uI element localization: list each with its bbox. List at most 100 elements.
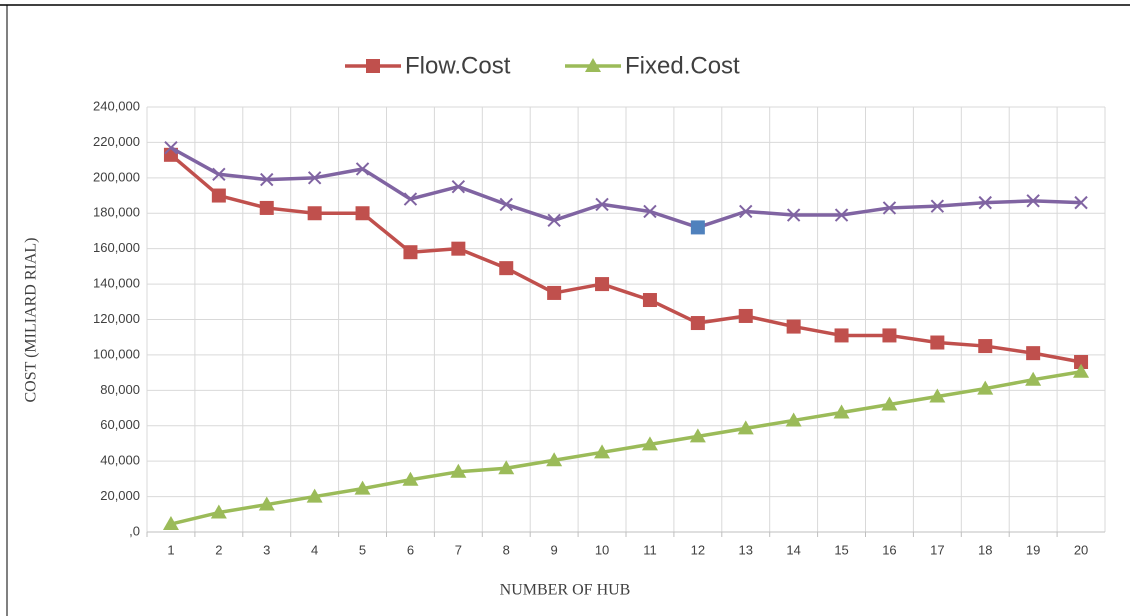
- marker: [211, 188, 226, 203]
- y-tick-label: 160,000: [93, 240, 140, 255]
- marker: [258, 496, 275, 511]
- x-tick-label: 17: [930, 542, 944, 557]
- marker: [1026, 346, 1041, 361]
- marker: [689, 428, 706, 443]
- marker: [690, 316, 705, 331]
- marker: [403, 192, 418, 206]
- marker: [260, 172, 274, 187]
- marker: [451, 241, 466, 256]
- legend-marker: [366, 59, 380, 73]
- marker: [930, 199, 945, 213]
- y-tick-label: 240,000: [93, 98, 140, 113]
- y-tick-label: 140,000: [93, 276, 140, 291]
- x-tick-label: 4: [311, 542, 318, 557]
- marker: [834, 328, 849, 343]
- legend-label: Flow.Cost: [405, 52, 511, 79]
- marker: [403, 245, 418, 260]
- marker: [642, 293, 657, 308]
- marker: [355, 206, 370, 221]
- marker: [307, 171, 322, 185]
- x-axis-title: NUMBER OF HUB: [500, 582, 631, 599]
- marker: [451, 179, 466, 194]
- marker: [1025, 371, 1042, 386]
- marker: [595, 197, 609, 212]
- series-line: [169, 153, 1082, 364]
- marker: [259, 200, 274, 215]
- marker: [212, 167, 226, 181]
- marker: [499, 197, 513, 212]
- series-line: [170, 370, 1082, 526]
- y-tick-label: 40,000: [100, 453, 140, 468]
- marker: [307, 206, 322, 221]
- y-tick-label: 100,000: [93, 346, 140, 361]
- x-tick-label: 12: [691, 542, 705, 557]
- x-tick-label: 18: [978, 542, 992, 557]
- marker: [546, 452, 563, 467]
- x-tick-label: 3: [263, 542, 270, 557]
- marker: [786, 208, 801, 222]
- y-axis-title: COST (MILIARD RIAL): [23, 237, 40, 402]
- y-tick-label: 60,000: [100, 417, 140, 432]
- marker: [786, 319, 801, 334]
- marker: [306, 488, 323, 503]
- marker: [737, 420, 754, 435]
- marker: [882, 201, 897, 215]
- marker: [547, 285, 562, 300]
- series-line: [170, 146, 1082, 230]
- marker: [882, 328, 897, 343]
- marker: [929, 388, 946, 403]
- marker: [354, 480, 371, 495]
- marker: [739, 204, 753, 219]
- marker: [450, 463, 467, 478]
- legend-marker: [585, 58, 601, 72]
- y-tick-label: 120,000: [93, 311, 140, 326]
- marker: [1074, 355, 1089, 369]
- marker: [977, 380, 994, 395]
- marker: [594, 444, 611, 459]
- marker: [833, 404, 850, 419]
- y-tick-label: ,0: [129, 523, 140, 538]
- x-tick-label: 14: [786, 542, 800, 557]
- y-tick-label: 80,000: [100, 382, 140, 397]
- marker: [499, 261, 514, 276]
- marker: [641, 436, 658, 451]
- marker: [162, 516, 179, 531]
- marker: [785, 412, 802, 427]
- marker: [930, 335, 945, 350]
- marker: [402, 471, 419, 486]
- x-tick-label: 10: [595, 542, 609, 557]
- marker: [164, 141, 178, 155]
- x-tick-label: 20: [1074, 542, 1088, 557]
- marker: [643, 204, 657, 219]
- x-tick-label: 13: [739, 542, 753, 557]
- marker: [498, 460, 515, 475]
- x-tick-label: 15: [834, 542, 848, 557]
- y-tick-label: 200,000: [93, 169, 140, 184]
- marker: [978, 339, 993, 354]
- marker: [210, 504, 227, 519]
- y-tick-label: 20,000: [100, 488, 140, 503]
- marker: [881, 396, 898, 411]
- x-tick-label: 2: [215, 542, 222, 557]
- x-tick-label: 6: [407, 542, 414, 557]
- marker: [1026, 194, 1040, 208]
- marker: [978, 195, 992, 210]
- x-tick-label: 19: [1026, 542, 1040, 557]
- marker: [595, 277, 610, 292]
- y-tick-label: 220,000: [93, 134, 140, 149]
- marker: [355, 162, 370, 176]
- x-tick-label: 9: [551, 542, 558, 557]
- marker: [1073, 363, 1090, 378]
- x-tick-label: 7: [455, 542, 462, 557]
- marker: [834, 208, 849, 222]
- marker: [1074, 195, 1088, 210]
- marker: [738, 308, 753, 323]
- x-tick-label: 11: [643, 542, 657, 557]
- marker: [547, 213, 561, 228]
- x-tick-label: 16: [882, 542, 896, 557]
- x-tick-label: 5: [359, 542, 366, 557]
- x-tick-label: 8: [503, 542, 510, 557]
- highlight-marker: [690, 220, 705, 235]
- y-tick-label: 180,000: [93, 205, 140, 220]
